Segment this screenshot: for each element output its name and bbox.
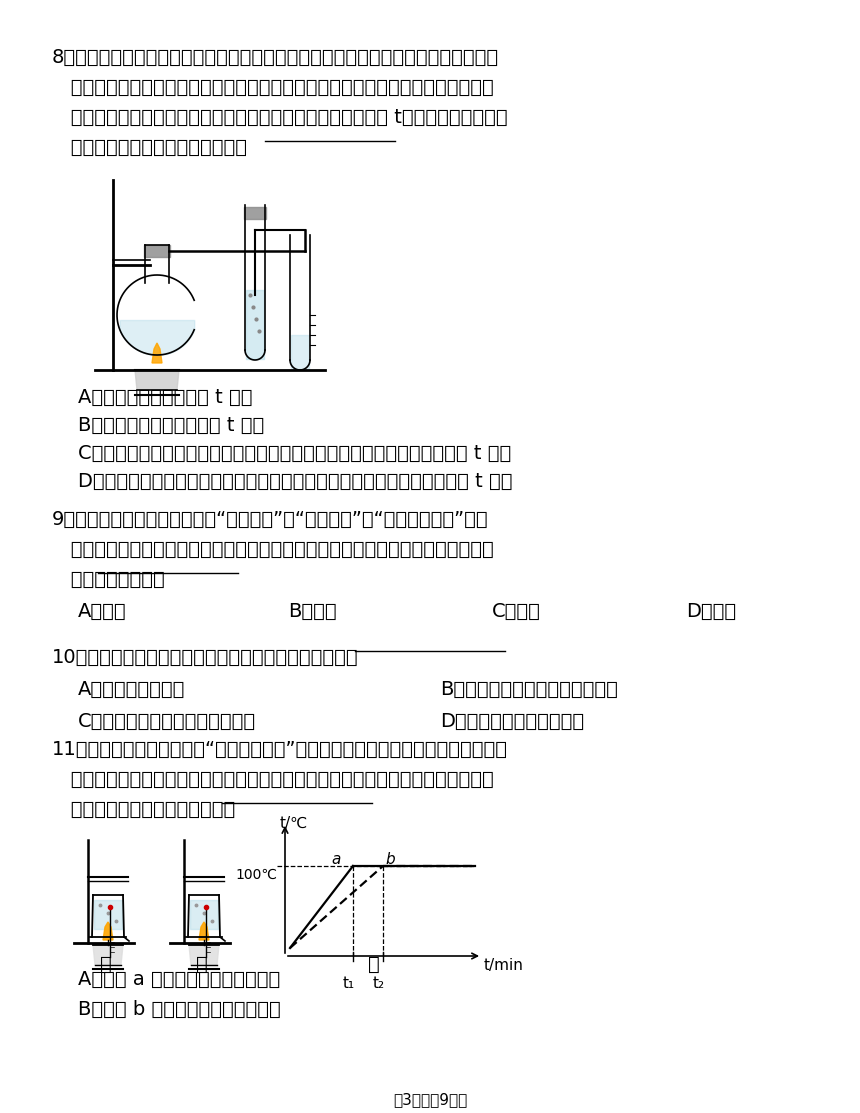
Text: C．燔化: C．燔化 [492, 602, 541, 621]
Text: 第3页（兲9页）: 第3页（兲9页） [393, 1092, 467, 1107]
Polygon shape [135, 370, 179, 390]
Text: 乙: 乙 [196, 955, 208, 974]
Text: 是＿＿＿＿＿＿＿: 是＿＿＿＿＿＿＿ [52, 570, 165, 589]
Text: t₁: t₁ [343, 976, 355, 991]
Text: 液化放热的操作是＿＿＿＿＿＿＿: 液化放热的操作是＿＿＿＿＿＿＿ [52, 138, 247, 157]
Polygon shape [244, 207, 266, 219]
Polygon shape [144, 245, 170, 257]
Polygon shape [93, 945, 123, 965]
Text: 上升一段高度后，停止通入水蕊气，测出此时甲中水的温度为 t，以下能验证水蕊气: 上升一段高度后，停止通入水蕊气，测出此时甲中水的温度为 t，以下能验证水蕊气 [52, 108, 507, 127]
Text: B．夏天，晧在室内的湿衣服变干: B．夏天，晧在室内的湿衣服变干 [440, 680, 617, 699]
Text: B．图线 b 对应的是甲实验中的数据: B．图线 b 对应的是甲实验中的数据 [78, 999, 280, 1020]
Text: 图丙是他们根据实验数据绘制的水的温度跟时间的关系图象．根据有关信息，下列: 图丙是他们根据实验数据绘制的水的温度跟时间的关系图象．根据有关信息，下列 [52, 770, 494, 789]
Text: 100℃: 100℃ [235, 868, 277, 881]
Text: C．秋天，早晨草木上露珠的形成: C．秋天，早晨草木上露珠的形成 [78, 712, 256, 731]
Text: A．图线 a 对应的是乙实验中的数据: A．图线 a 对应的是乙实验中的数据 [78, 971, 280, 989]
Text: 这是为了防止火花点燃汽油引起火灾，因为常温下液态的汽油容易发生的物态变化: 这是为了防止火花点燃汽油引起火灾，因为常温下液态的汽油容易发生的物态变化 [52, 540, 494, 559]
Text: t₂: t₂ [373, 976, 385, 991]
Text: a: a [331, 851, 341, 867]
Text: 产生的水蕊气直接通入试管甲的水中，水蕊气在甲中几乎全部液化，待甲中的水面: 产生的水蕊气直接通入试管甲的水中，水蕊气在甲中几乎全部液化，待甲中的水面 [52, 78, 494, 97]
Text: C．将烧瓶内开水倒入乙中直至与甲中水面相平，摇匀后测出乙中水温并与 t 比较: C．将烧瓶内开水倒入乙中直至与甲中水面相平，摇匀后测出乙中水温并与 t 比较 [78, 444, 511, 463]
Text: 8．如图所示，在两个相同试管甲和乙中分别装入质量和初温相同的水，然后将沸腾时: 8．如图所示，在两个相同试管甲和乙中分别装入质量和初温相同的水，然后将沸腾时 [52, 48, 499, 67]
Polygon shape [199, 922, 209, 940]
Text: A．液化: A．液化 [78, 602, 126, 621]
Text: B．汽化: B．汽化 [288, 602, 336, 621]
Text: D．将另一杯开水倒入乙中直至与甲中水面相平，摇匀后测出乙中水温并与 t 比较: D．将另一杯开水倒入乙中直至与甲中水面相平，摇匀后测出乙中水温并与 t 比较 [78, 472, 513, 491]
Text: 说法中正确的是＿＿＿＿＿＿＿: 说法中正确的是＿＿＿＿＿＿＿ [52, 800, 236, 819]
Text: D．凝固: D．凝固 [686, 602, 736, 621]
Polygon shape [103, 922, 113, 940]
Text: t/min: t/min [484, 958, 524, 973]
Polygon shape [152, 343, 162, 363]
Text: b: b [385, 851, 395, 867]
Text: D．冬天，湖面的水结成冰: D．冬天，湖面的水结成冰 [440, 712, 584, 731]
Text: 9．加油站都有这样的提示：请“息火加油”、“禁止吸烟”、“不要使用手机”等。: 9．加油站都有这样的提示：请“息火加油”、“禁止吸烟”、“不要使用手机”等。 [52, 510, 488, 529]
Text: t/℃: t/℃ [280, 816, 308, 831]
Text: 丙: 丙 [368, 955, 380, 974]
Text: B．测出烧瓶中的水温并与 t 比较: B．测出烧瓶中的水温并与 t 比较 [78, 416, 264, 435]
Text: A．测出乙中的水温并与 t 比较: A．测出乙中的水温并与 t 比较 [78, 388, 253, 407]
Text: 11．如图甲、乙所示，是在“探究水的沸腾”实验时，两组同学分别安装的实验装置，: 11．如图甲、乙所示，是在“探究水的沸腾”实验时，两组同学分别安装的实验装置， [52, 740, 508, 759]
Text: 甲: 甲 [100, 955, 112, 974]
Polygon shape [189, 945, 219, 965]
Text: A．春天，冰雪消融: A．春天，冰雪消融 [78, 680, 186, 699]
Text: 10．下列物态变化中，属于汽化现象的是＿＿＿＿＿＿＿: 10．下列物态变化中，属于汽化现象的是＿＿＿＿＿＿＿ [52, 648, 359, 667]
